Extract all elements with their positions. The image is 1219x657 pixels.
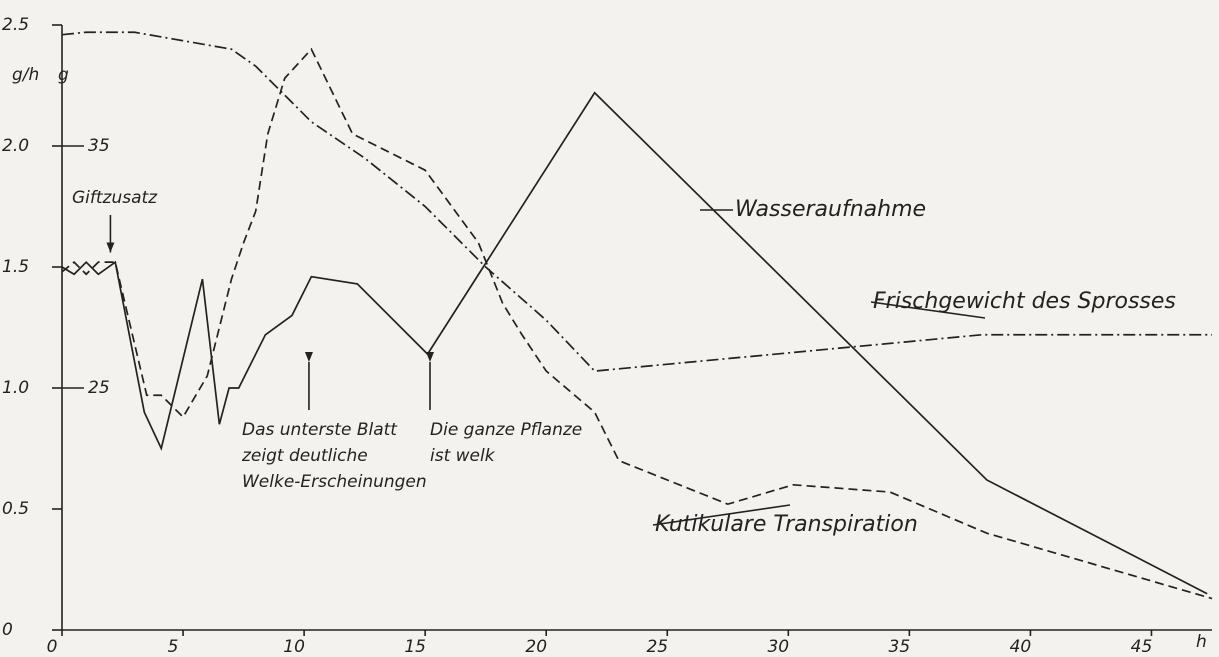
y-tick-label: 1.0 [2,378,29,398]
y-tick-label: 1.5 [2,257,29,277]
x-tick-label: 35 [889,637,911,657]
annotation: Welke-Erscheinungen [242,472,427,492]
x-tick-label: 5 [168,637,179,657]
y2-tick-label: 35 [88,136,110,156]
series-label: Wasseraufnahme [735,197,926,222]
series-line [61,91,1208,595]
x-tick-label: 25 [646,637,668,657]
y-tick-label: 2.0 [2,136,29,156]
series-line [61,31,1212,372]
x-tick-label: 45 [1131,637,1153,657]
y2-axis-label: g [58,65,69,85]
arrow-head [106,242,115,253]
annotation: Die ganze Pflanze [430,420,582,440]
series-label: Frischgewicht des Sprosses [873,289,1176,314]
x-tick-label: 15 [404,637,426,657]
x-axis-label: h [1196,632,1207,652]
annotation: Giftzusatz [72,188,158,208]
leader [652,504,791,526]
x-tick-label: 30 [767,637,789,657]
y-tick-label: 0 [2,620,13,640]
series-label: Kutikulare Transpiration [655,512,918,537]
annotation: zeigt deutliche [241,446,368,466]
series-line [61,47,1213,600]
y-tick-label: 2.5 [2,15,29,35]
y2-tick-label: 25 [88,378,110,398]
annotation: ist welk [430,446,496,466]
x-tick-label: 0 [47,637,58,657]
leader [870,301,986,319]
arrow-head [304,352,313,362]
y-tick-label: 0.5 [2,499,29,519]
x-tick-label: 10 [283,637,305,657]
y-axis-label: g/h [12,65,39,85]
axes [61,25,1212,631]
arrow-head [426,352,434,362]
annotation: Das unterste Blatt [242,420,398,440]
x-tick-label: 40 [1010,637,1032,657]
x-tick-label: 20 [525,637,547,657]
